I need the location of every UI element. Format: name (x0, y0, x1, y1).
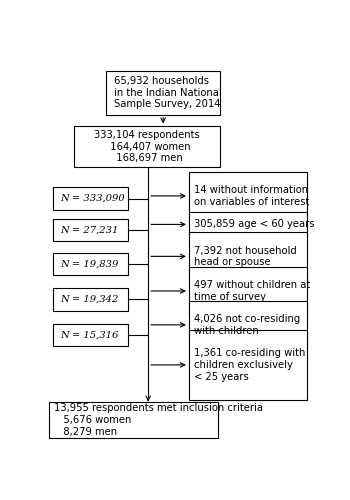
Bar (189, 267, 307, 315)
Bar (53, 253, 128, 275)
Bar (53, 188, 128, 210)
Bar (189, 232, 307, 280)
Bar (74, 126, 220, 167)
Text: N = 19,839: N = 19,839 (60, 260, 118, 268)
Text: 65,932 households
in the Indian National
Sample Survey, 2014: 65,932 households in the Indian National… (114, 76, 222, 110)
Bar (53, 219, 128, 242)
Text: N = 19,342: N = 19,342 (60, 295, 118, 304)
Text: 1,361 co-residing with
children exclusively
< 25 years: 1,361 co-residing with children exclusiv… (194, 348, 306, 382)
Bar (106, 70, 220, 115)
Text: 13,955 respondents met inclusion criteria
   5,676 women
   8,279 men: 13,955 respondents met inclusion criteri… (54, 404, 263, 436)
Bar (189, 172, 307, 220)
Bar (53, 288, 128, 310)
Text: N = 27,231: N = 27,231 (60, 226, 118, 234)
Bar (189, 301, 307, 349)
Bar (53, 324, 128, 346)
Text: 7,392 not household
head or spouse: 7,392 not household head or spouse (194, 246, 297, 267)
Bar (49, 402, 218, 438)
Bar (189, 330, 307, 400)
Text: 333,104 respondents
  164,407 women
  168,697 men: 333,104 respondents 164,407 women 168,69… (94, 130, 200, 163)
Text: 14 without information
on variables of interest: 14 without information on variables of i… (194, 185, 310, 206)
Text: 497 without children at
time of survey: 497 without children at time of survey (194, 280, 310, 302)
Bar (189, 212, 307, 236)
Text: N = 15,316: N = 15,316 (60, 331, 118, 340)
Text: 305,859 age < 60 years: 305,859 age < 60 years (194, 220, 315, 230)
Text: 4,026 not co-residing
with children: 4,026 not co-residing with children (194, 314, 301, 336)
Text: N = 333,090: N = 333,090 (60, 194, 125, 203)
